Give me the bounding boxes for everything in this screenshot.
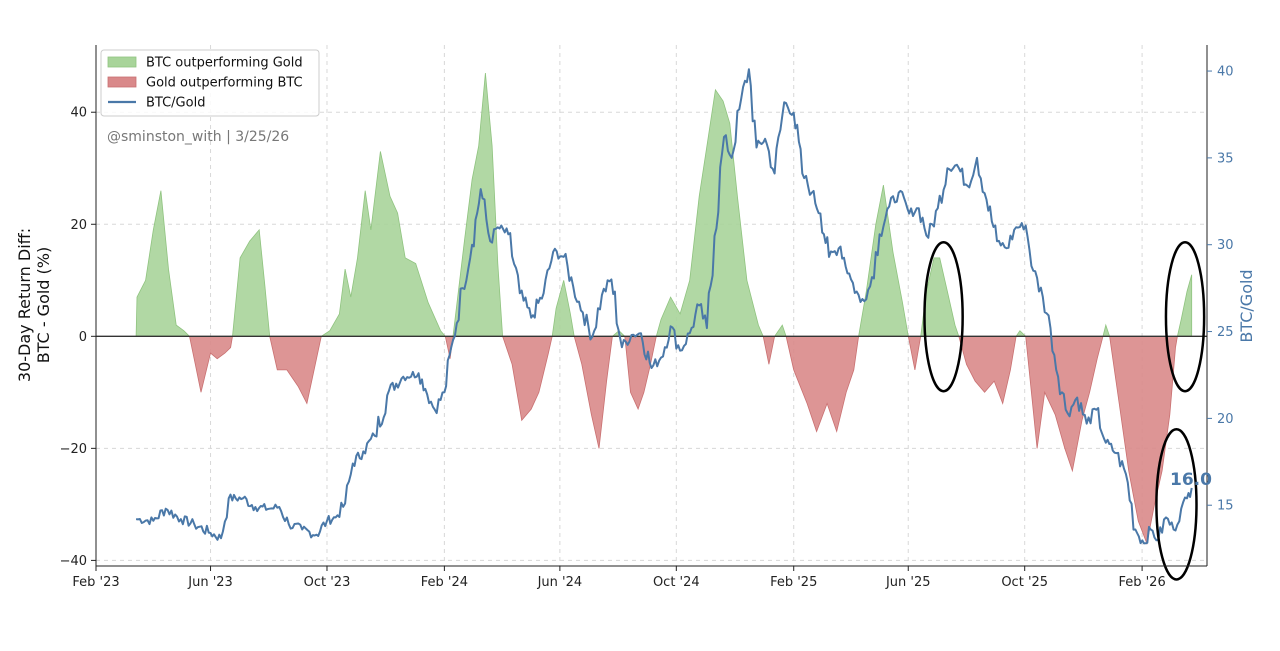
axes: Feb '23 Jun '23 Oct '23 Feb '24 Jun '24 Oct '… [15, 45, 1256, 590]
x-tick-label: Oct '25 [1001, 575, 1048, 590]
watermark-text: @sminston_with | 3/25/26 [107, 129, 289, 145]
legend-label-2: Gold outperforming BTC [146, 76, 303, 91]
y-left-tick-label: 0 [79, 330, 87, 345]
x-tick-label: Jun '25 [885, 575, 931, 590]
gold-outperform-area [785, 335, 860, 433]
btc-outperform-area [1102, 323, 1111, 337]
x-tick-label: Jun '24 [537, 575, 583, 590]
y-right-tick-label: 25 [1217, 325, 1234, 340]
legend-label-1: BTC outperforming Gold [146, 56, 303, 71]
legend: BTC outperforming Gold Gold outperforming… [100, 49, 320, 117]
last-value-label: 16.0 [1170, 470, 1212, 490]
gold-outperform-area [502, 335, 553, 422]
legend-swatch-2 [107, 76, 137, 88]
y-axis-right-label: BTC/Gold [1237, 269, 1256, 342]
legend-swatch-1 [107, 56, 137, 68]
gold-outperform-area [624, 335, 657, 411]
btc-gold-line-group [135, 68, 1193, 545]
x-tick-label: Feb '25 [770, 575, 817, 590]
x-tick-label: Oct '23 [304, 575, 351, 590]
btc-gold-line [135, 68, 1193, 545]
btc-outperform-area [920, 257, 960, 337]
annotation-ellipse-3 [1155, 428, 1198, 581]
btc-outperform-area [1176, 274, 1193, 337]
btc-outperform-area [135, 190, 191, 337]
gold-outperform-area [1109, 335, 1178, 546]
y-left-tick-label: 40 [70, 106, 87, 121]
gold-outperform-area [269, 335, 322, 405]
y-axis-left-label-line: 30-Day Return Diff: [15, 228, 34, 382]
x-tick-label: Feb '26 [1118, 575, 1165, 590]
y-left-tick-label: −20 [60, 442, 87, 457]
y-axis-left-label: 30-Day Return Diff:BTC - Gold (%) [15, 228, 53, 382]
y-right-tick-label: 35 [1217, 151, 1234, 166]
gold-outperform-area [762, 335, 776, 365]
legend-frame [100, 49, 320, 117]
y-right-tick-label: 30 [1217, 238, 1234, 253]
y-right-tick-label: 15 [1217, 499, 1234, 514]
legend-label-3: BTC/Gold [146, 96, 205, 111]
y-right-tick-label: 40 [1217, 65, 1234, 80]
y-left-tick-label: −40 [60, 554, 87, 569]
x-tick-label: Feb '24 [421, 575, 468, 590]
annotation-ellipses [923, 240, 1206, 581]
gold-outperform-area [958, 335, 1017, 405]
btc-outperform-area [551, 280, 575, 337]
x-tick-label: Jun '23 [187, 575, 233, 590]
return-diff-areas [135, 72, 1193, 546]
y-left-tick-label: 20 [70, 218, 87, 233]
btc-outperform-area [773, 324, 787, 337]
gold-outperform-area [189, 335, 233, 393]
annotation-ellipse-2 [1164, 240, 1206, 393]
btc-outperform-area [319, 151, 447, 337]
y-right-tick-label: 20 [1217, 412, 1234, 427]
btc-outperform-area [858, 185, 909, 337]
gold-outperform-area [573, 335, 613, 449]
annotation-ellipse-1 [923, 240, 964, 393]
x-tick-label: Feb '23 [72, 575, 119, 590]
btc-outperform-area [655, 88, 764, 337]
y-axis-left-label-line: BTC - Gold (%) [34, 247, 53, 364]
gold-outperform-area [907, 335, 922, 370]
btc-outperform-area [232, 228, 271, 337]
x-tick-label: Oct '24 [653, 575, 700, 590]
